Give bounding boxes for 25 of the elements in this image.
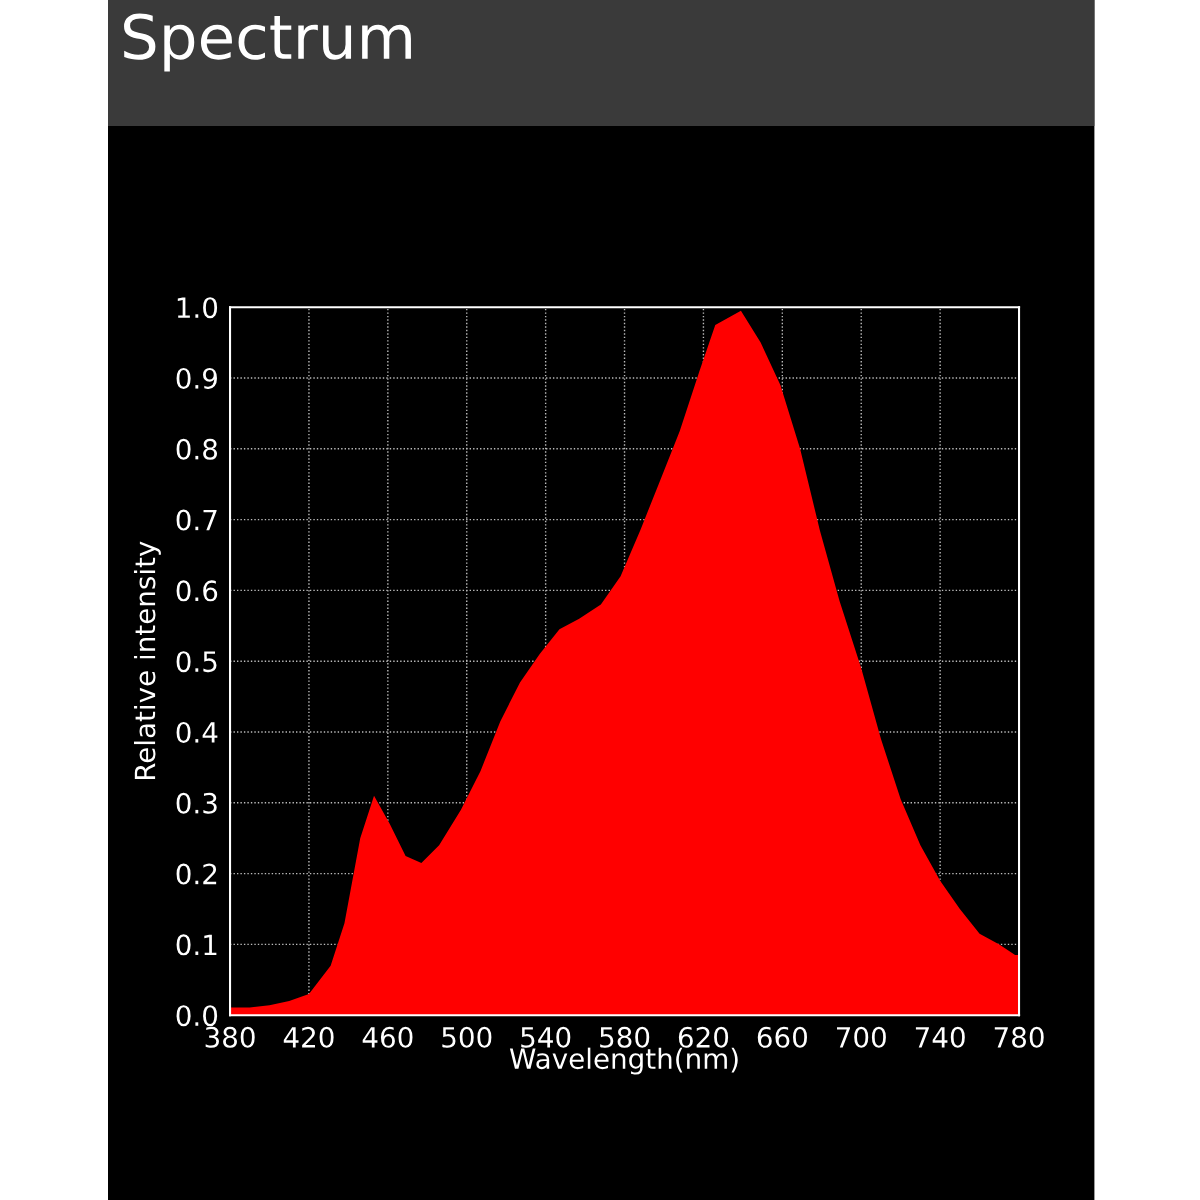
x-tick-label: 460 xyxy=(362,1026,413,1048)
chart-title: Spectrum xyxy=(124,13,411,72)
x-tick-label: 620 xyxy=(678,1026,729,1048)
x-axis-title: Wavelength(nm) xyxy=(509,1047,738,1075)
x-tick-label: 540 xyxy=(521,1026,571,1048)
x-tick-label: 580 xyxy=(600,1026,650,1048)
y-tick-label: 0.1 xyxy=(176,934,217,956)
x-tick-label: 380 xyxy=(205,1026,255,1048)
x-tick-label: 660 xyxy=(757,1026,807,1048)
y-tick-label: 0.2 xyxy=(176,863,217,885)
y-tick-label: 0.8 xyxy=(176,438,218,460)
y-tick-label: 0.9 xyxy=(176,367,217,389)
x-tick-label: 740 xyxy=(915,1026,965,1048)
y-tick-label: 1.0 xyxy=(177,297,218,319)
y-tick-label: 0.0 xyxy=(176,1005,218,1027)
y-tick-label: 0.6 xyxy=(176,580,218,602)
y-tick-label: 0.7 xyxy=(176,509,217,531)
y-tick-label: 0.4 xyxy=(176,721,218,743)
x-tick-label: 420 xyxy=(283,1026,334,1048)
x-tick-label: 500 xyxy=(442,1026,492,1048)
y-tick-label: 0.5 xyxy=(176,651,217,673)
x-tick-label: 780 xyxy=(994,1026,1044,1048)
y-tick-label: 0.3 xyxy=(176,792,217,814)
x-tick-label: 700 xyxy=(837,1026,886,1048)
y-axis-title: Relative intensity xyxy=(133,541,161,780)
